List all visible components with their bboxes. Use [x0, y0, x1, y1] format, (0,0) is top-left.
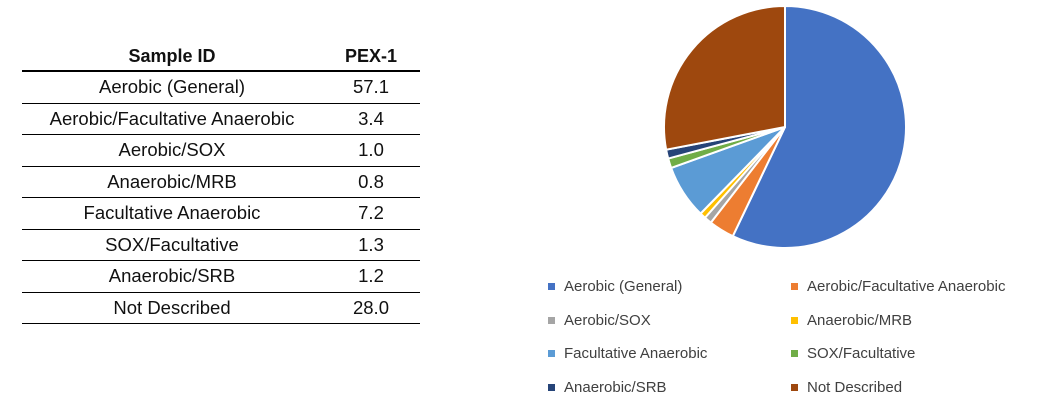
- row-value: 1.2: [322, 260, 420, 293]
- table-header-row: Sample ID PEX-1: [22, 42, 420, 72]
- legend-label: Facultative Anaerobic: [564, 345, 708, 362]
- table-row: SOX/Facultative 1.3: [22, 229, 420, 261]
- legend-item: Aerobic/SOX: [548, 312, 651, 329]
- table-row: Not Described 28.0: [22, 292, 420, 324]
- data-table: Sample ID PEX-1 Aerobic (General) 57.1 A…: [22, 42, 420, 324]
- legend-label: Anaerobic/MRB: [807, 311, 913, 329]
- row-label: Aerobic/SOX: [22, 134, 322, 167]
- row-value: 28.0: [322, 292, 420, 324]
- legend-label: Aerobic (General): [564, 278, 683, 295]
- legend-item: Facultative Anaerobic: [548, 345, 707, 362]
- legend-swatch: [791, 316, 798, 324]
- table-row: Aerobic/Facultative Anaerobic 3.4: [22, 103, 420, 135]
- legend-item: Aerobic (General): [548, 278, 682, 295]
- row-label: Anaerobic/SRB: [22, 260, 322, 293]
- pie-slice-not-described: [663, 4, 786, 151]
- chart-legend: Aerobic (General) Aerobic/Facultative Ana…: [548, 278, 1038, 408]
- row-value: 0.8: [322, 166, 420, 198]
- row-value: 7.2: [322, 197, 420, 230]
- table-row: Anaerobic/SRB 1.2: [22, 260, 420, 293]
- legend-item: Anaerobic/SRB: [548, 379, 667, 396]
- legend-label: SOX/Facultative: [807, 345, 916, 362]
- row-value: 57.1: [322, 71, 420, 104]
- legend-item: SOX/Facultative: [791, 345, 915, 362]
- row-label: Aerobic/Facultative Anaerobic: [22, 103, 322, 135]
- pie-chart: [663, 4, 907, 249]
- table-row: Aerobic/SOX 1.0: [22, 134, 420, 167]
- row-value: 3.4: [322, 103, 420, 135]
- table-row: Aerobic (General) 57.1: [22, 71, 420, 104]
- row-value: 1.3: [322, 229, 420, 261]
- legend-label: Not Described: [807, 378, 903, 396]
- legend-label: Aerobic/Facultative Anaerobic: [807, 278, 1006, 295]
- pie-slice-aerobic-general: [731, 4, 907, 249]
- table-row: Anaerobic/MRB 0.8: [22, 166, 420, 198]
- row-label: Aerobic (General): [22, 71, 322, 104]
- legend-swatch: [548, 350, 555, 357]
- row-value: 1.0: [322, 134, 420, 167]
- row-label: Anaerobic/MRB: [22, 166, 322, 198]
- header-pex-1: PEX-1: [322, 42, 420, 72]
- legend-swatch: [548, 383, 555, 391]
- legend-swatch: [791, 383, 798, 391]
- legend-swatch: [548, 283, 555, 290]
- row-label: SOX/Facultative: [22, 229, 322, 261]
- table-row: Facultative Anaerobic 7.2: [22, 197, 420, 230]
- legend-swatch: [791, 283, 798, 290]
- data-table-container: Sample ID PEX-1 Aerobic (General) 57.1 A…: [22, 42, 420, 324]
- legend-label: Anaerobic/SRB: [564, 378, 667, 396]
- legend-swatch: [548, 316, 555, 324]
- row-label: Not Described: [22, 292, 322, 324]
- legend-item: Aerobic/Facultative Anaerobic: [791, 278, 1005, 295]
- header-sample-id: Sample ID: [22, 42, 322, 72]
- legend-item: Anaerobic/MRB: [791, 312, 912, 329]
- row-label: Facultative Anaerobic: [22, 197, 322, 230]
- legend-item: Not Described: [791, 379, 902, 396]
- legend-label: Aerobic/SOX: [564, 311, 651, 329]
- legend-swatch: [791, 350, 798, 357]
